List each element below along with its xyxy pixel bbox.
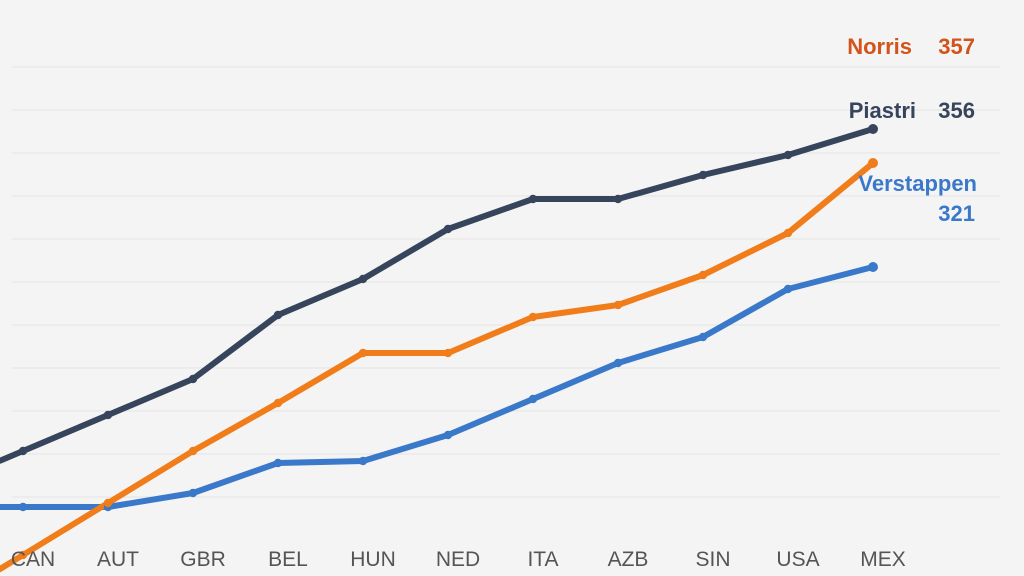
point-piastri-hun bbox=[358, 274, 368, 284]
x-tick-label: GBR bbox=[180, 548, 226, 571]
series-points bbox=[18, 124, 878, 560]
point-norris-gbr bbox=[188, 446, 198, 456]
point-verstappen-ned bbox=[443, 430, 453, 440]
point-piastri-ned bbox=[443, 224, 453, 234]
point-norris-mex bbox=[868, 158, 878, 168]
point-verstappen-ita bbox=[528, 394, 538, 404]
series-name-piastri: Piastri bbox=[849, 98, 916, 123]
series-name-norris: Norris bbox=[847, 34, 912, 59]
point-piastri-ita bbox=[528, 194, 538, 204]
line-norris bbox=[0, 160, 876, 573]
line-piastri bbox=[0, 126, 876, 464]
point-piastri-can bbox=[18, 446, 28, 456]
line-verstappen bbox=[0, 264, 876, 510]
point-verstappen-usa bbox=[783, 284, 793, 294]
x-tick-label: NED bbox=[436, 548, 480, 571]
gridlines bbox=[12, 66, 1000, 498]
series-value-norris: 357 bbox=[938, 34, 975, 59]
point-norris-hun bbox=[358, 348, 368, 358]
point-piastri-sin bbox=[698, 170, 708, 180]
x-tick-label: CAN bbox=[11, 548, 55, 571]
point-norris-ned bbox=[443, 348, 453, 358]
series-value-verstappen: 321 bbox=[938, 201, 975, 226]
series-name-verstappen: Verstappen bbox=[858, 171, 977, 196]
series-value-piastri: 356 bbox=[938, 98, 975, 123]
point-norris-azb bbox=[613, 300, 623, 310]
point-piastri-usa bbox=[783, 150, 793, 160]
x-tick-label: BEL bbox=[268, 548, 308, 571]
point-norris-sin bbox=[698, 270, 708, 280]
point-piastri-gbr bbox=[188, 374, 198, 384]
x-axis-tick-labels: CAN AUT GBR BEL HUN NED ITA AZB SIN USA MEX bbox=[11, 548, 906, 571]
x-tick-label: SIN bbox=[695, 548, 730, 571]
point-verstappen-bel bbox=[273, 458, 283, 468]
point-piastri-bel bbox=[273, 310, 283, 320]
x-tick-label: USA bbox=[776, 548, 819, 571]
x-tick-label: ITA bbox=[527, 548, 558, 571]
point-piastri-mex bbox=[868, 124, 878, 134]
point-norris-ita bbox=[528, 312, 538, 322]
x-tick-label: MEX bbox=[860, 548, 906, 571]
series-lines bbox=[0, 126, 876, 573]
point-piastri-aut bbox=[103, 410, 113, 420]
point-verstappen-mex bbox=[868, 262, 878, 272]
point-verstappen-can bbox=[18, 502, 28, 512]
x-tick-label: AUT bbox=[97, 548, 139, 571]
point-norris-can bbox=[18, 550, 28, 560]
point-verstappen-hun bbox=[358, 456, 368, 466]
x-tick-label: HUN bbox=[350, 548, 396, 571]
series-end-labels: Norris 357 Piastri 356 Verstappen 321 bbox=[847, 34, 977, 226]
point-verstappen-azb bbox=[613, 358, 623, 368]
point-norris-aut bbox=[103, 498, 113, 508]
point-verstappen-gbr bbox=[188, 488, 198, 498]
point-verstappen-sin bbox=[698, 332, 708, 342]
point-piastri-azb bbox=[613, 194, 623, 204]
x-tick-label: AZB bbox=[608, 548, 649, 571]
point-norris-usa bbox=[783, 228, 793, 238]
point-norris-bel bbox=[273, 398, 283, 408]
